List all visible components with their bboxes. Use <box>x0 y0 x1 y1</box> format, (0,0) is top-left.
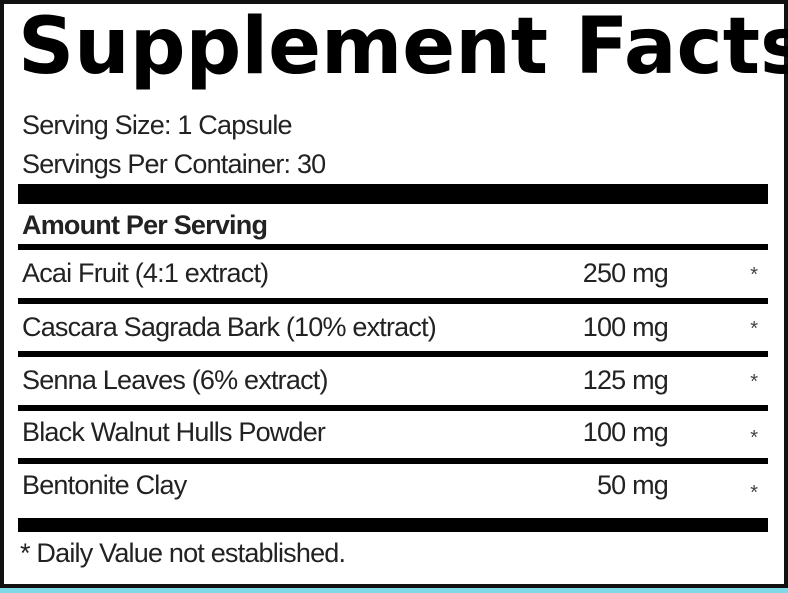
divider <box>18 405 768 411</box>
daily-value-asterisk: * <box>750 371 758 393</box>
ingredient-name: Black Walnut Hulls Powder <box>22 417 326 447</box>
divider <box>18 351 768 357</box>
ingredient-row: Black Walnut Hulls Powder 100 mg * <box>18 409 768 457</box>
ingredient-row: Bentonite Clay 50 mg * <box>18 462 768 510</box>
ingredient-amount: 250 mg <box>582 258 669 288</box>
thick-divider <box>18 518 768 532</box>
daily-value-asterisk: * <box>750 482 758 504</box>
ingredient-row: Senna Leaves (6% extract) 125 mg * <box>18 357 768 405</box>
ingredient-name: Acai Fruit (4:1 extract) <box>22 258 269 288</box>
daily-value-asterisk: * <box>750 427 758 449</box>
daily-value-asterisk: * <box>750 264 758 286</box>
ingredient-name: Cascara Sagrada Bark (10% extract) <box>22 312 437 342</box>
ingredient-name: Bentonite Clay <box>22 470 187 500</box>
ingredient-amount: 100 mg <box>582 312 669 342</box>
thick-divider <box>18 184 768 204</box>
divider <box>18 244 768 250</box>
ingredient-name: Senna Leaves (6% extract) <box>22 365 328 395</box>
divider <box>18 458 768 464</box>
servings-per-container: Servings Per Container: 30 <box>22 149 326 179</box>
ingredient-amount: 125 mg <box>582 365 669 395</box>
divider <box>18 298 768 304</box>
ingredient-row: Cascara Sagrada Bark (10% extract) 100 m… <box>18 304 768 352</box>
ingredient-amount: 50 mg <box>596 470 669 500</box>
panel-title: Supplement Facts <box>18 2 788 92</box>
amount-per-serving-header: Amount Per Serving <box>22 210 268 240</box>
serving-size: Serving Size: 1 Capsule <box>22 110 293 140</box>
daily-value-asterisk: * <box>750 318 758 340</box>
ingredient-row: Acai Fruit (4:1 extract) 250 mg * <box>18 250 768 298</box>
footnote: * Daily Value not established. <box>20 538 346 568</box>
ingredient-amount: 100 mg <box>582 417 669 447</box>
